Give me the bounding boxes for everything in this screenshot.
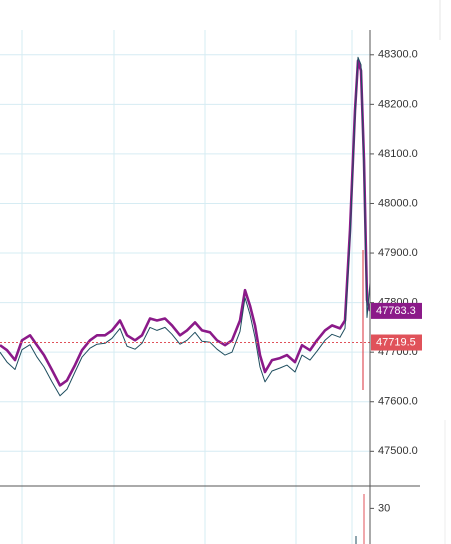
price-line	[0, 59, 370, 387]
last-price-label-box	[371, 302, 422, 319]
y-tick-label: 48200.0	[378, 98, 418, 110]
subchart-bars	[355, 494, 365, 544]
y-tick-label: 48100.0	[378, 148, 418, 160]
ref-price-label: 47719.5	[376, 336, 416, 348]
y-tick-label: 48300.0	[378, 49, 418, 61]
y-tick-label: 47900.0	[378, 247, 418, 259]
ref-price-label-box	[371, 334, 422, 351]
sub-y-tick-label: 30	[378, 502, 390, 514]
y-tick-label: 47600.0	[378, 396, 418, 408]
y-tick-label: 48000.0	[378, 197, 418, 209]
vertical-grid	[21, 0, 446, 544]
last-price-label: 47783.3	[376, 305, 416, 317]
y-tick-label: 47500.0	[378, 445, 418, 457]
price-line	[0, 56, 370, 397]
